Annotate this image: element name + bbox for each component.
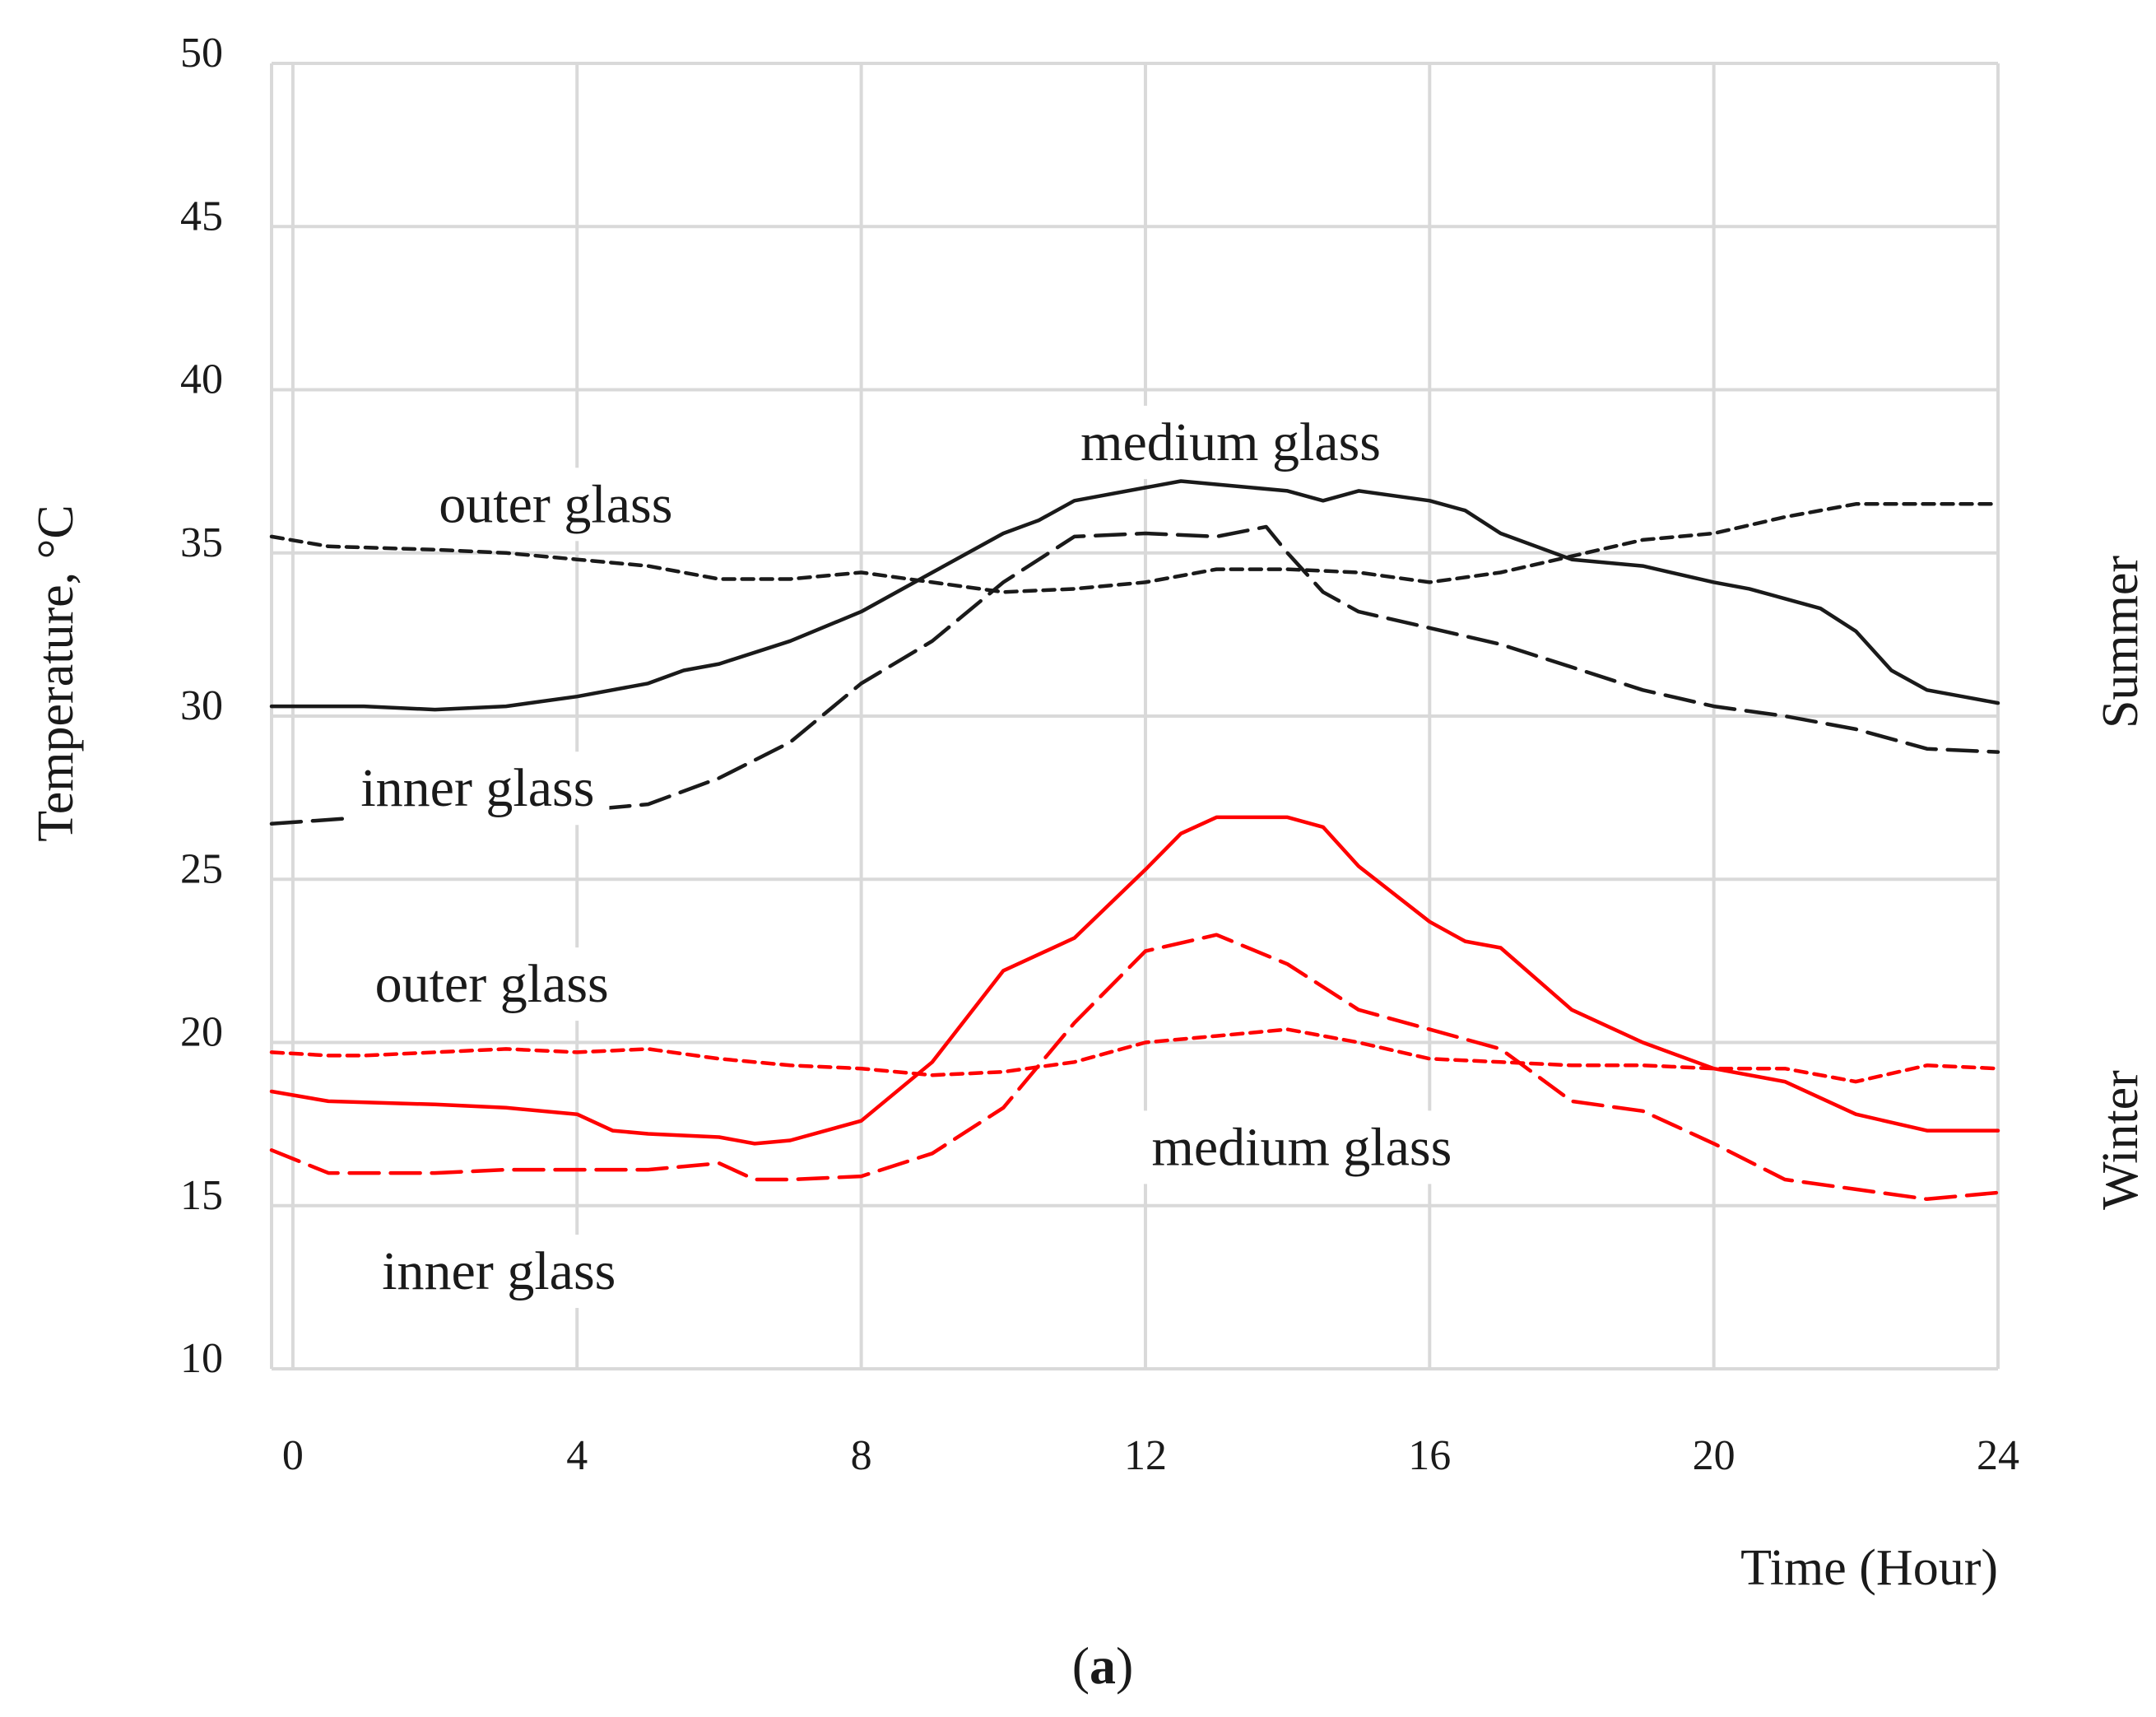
x-tick-label-4: 4 <box>566 1432 588 1479</box>
series-lines <box>269 479 2000 1202</box>
annotation-label-group: inner glass <box>367 1235 631 1309</box>
annotation-label-group: outer glass <box>360 947 624 1021</box>
x-tick-label-8: 8 <box>851 1432 872 1479</box>
annotation-label: inner glass <box>360 758 594 818</box>
annotation-label: medium glass <box>1151 1117 1452 1177</box>
annotation-label: medium glass <box>1080 412 1381 472</box>
y-tick-label-40: 40 <box>180 356 223 403</box>
annotation-label-backing <box>346 751 610 826</box>
winter-label: Winter <box>2093 1070 2149 1210</box>
caption-letter: a <box>1090 1636 1116 1695</box>
y-tick-label-30: 30 <box>180 682 223 729</box>
winter-short-dash-line <box>269 1027 2000 1084</box>
annotation-label: outer glass <box>439 474 672 534</box>
annotation-label-backing <box>1066 405 1396 479</box>
annotation-label-backing <box>424 468 688 542</box>
annotation-label-group: medium glass <box>1066 405 1396 479</box>
summer-short-dash-line <box>269 502 2000 594</box>
tick-labels: 10 15 20 25 30 35 40 45 50 0 4 8 12 16 20 24 <box>180 30 2019 1479</box>
y-tick-label-50: 50 <box>180 30 223 77</box>
y-tick-label-20: 20 <box>180 1009 223 1056</box>
annotation-label-backing <box>360 947 624 1021</box>
x-tick-label-20: 20 <box>1693 1432 1735 1479</box>
x-tick-label-24: 24 <box>1977 1432 2019 1479</box>
annotation-label-group: outer glass <box>424 468 688 542</box>
winter-long-dash-line <box>269 933 2000 1202</box>
caption-close-paren: ) <box>1116 1636 1133 1695</box>
annotation-label-group: inner glass <box>346 751 610 826</box>
x-tick-label-16: 16 <box>1408 1432 1451 1479</box>
annotation-label-group: medium glass <box>1136 1110 1467 1184</box>
y-tick-label-45: 45 <box>180 193 223 240</box>
x-tick-label-0: 0 <box>282 1432 304 1479</box>
annotation-label-backing <box>1136 1110 1467 1184</box>
summer-solid-line <box>269 479 2000 712</box>
annotation-label: outer glass <box>375 954 609 1014</box>
annotation-label-backing <box>367 1235 631 1309</box>
summer-label: Summer <box>2093 556 2149 728</box>
y-tick-label-10: 10 <box>180 1335 223 1382</box>
y-tick-label-35: 35 <box>180 519 223 566</box>
caption-open-paren: ( <box>1072 1636 1090 1695</box>
winter-solid-line <box>269 815 2000 1146</box>
grid <box>270 62 2000 1370</box>
y-tick-label-25: 25 <box>180 845 223 892</box>
annotation-label: inner glass <box>382 1241 616 1301</box>
glass-annotations: outer glass medium glass inner glass outer … <box>346 405 1467 1309</box>
x-axis-title: Time (Hour) <box>1740 1540 1998 1596</box>
y-tick-label-15: 15 <box>180 1172 223 1219</box>
y-axis-title: Temperature, °C <box>28 505 84 842</box>
figure-caption: (a) <box>1072 1636 1134 1695</box>
x-tick-label-12: 12 <box>1124 1432 1167 1479</box>
